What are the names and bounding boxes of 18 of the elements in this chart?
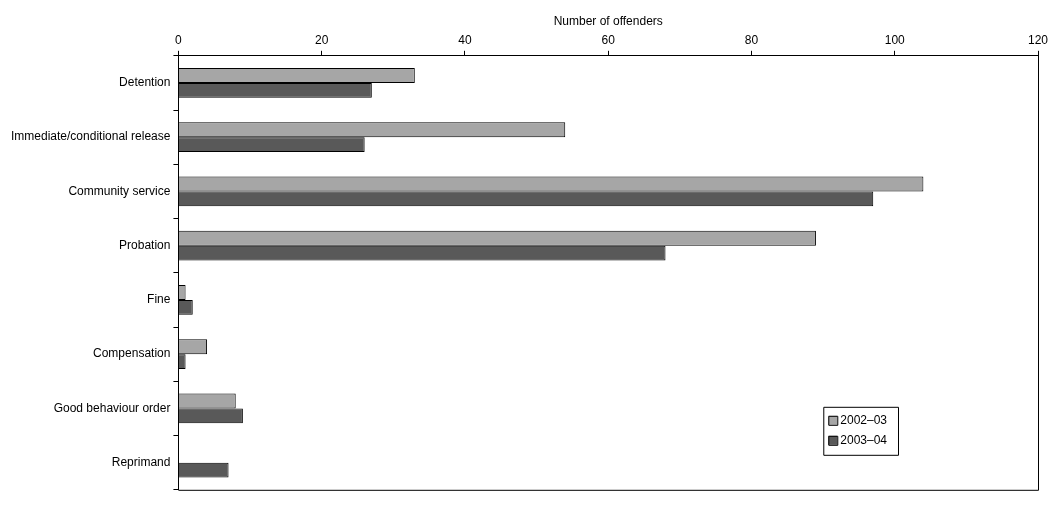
legend-label: 2002–03 [840, 413, 888, 428]
y-tick-label: Good behaviour order [53, 400, 171, 415]
x-tick-label: 20 [315, 32, 329, 47]
legend-label: 2003–04 [840, 433, 888, 448]
y-tick-label: Detention [119, 75, 171, 90]
y-tick-label: Immediate/conditional release [11, 129, 171, 144]
y-tick-label: Community service [68, 183, 171, 198]
x-tick-label: 100 [884, 32, 906, 47]
y-tick-label: Probation [119, 237, 171, 252]
y-tick-label: Reprimand [111, 454, 171, 469]
y-tick-label: Fine [147, 292, 171, 307]
x-tick-label: 0 [175, 32, 183, 47]
x-tick-label: 60 [601, 32, 616, 47]
x-tick-label: 120 [1027, 32, 1049, 47]
x-tick-label: 40 [458, 32, 472, 47]
y-tick-label: Compensation [93, 346, 171, 361]
x-axis-title: Number of offenders [553, 13, 663, 28]
x-tick-label: 80 [744, 32, 759, 47]
